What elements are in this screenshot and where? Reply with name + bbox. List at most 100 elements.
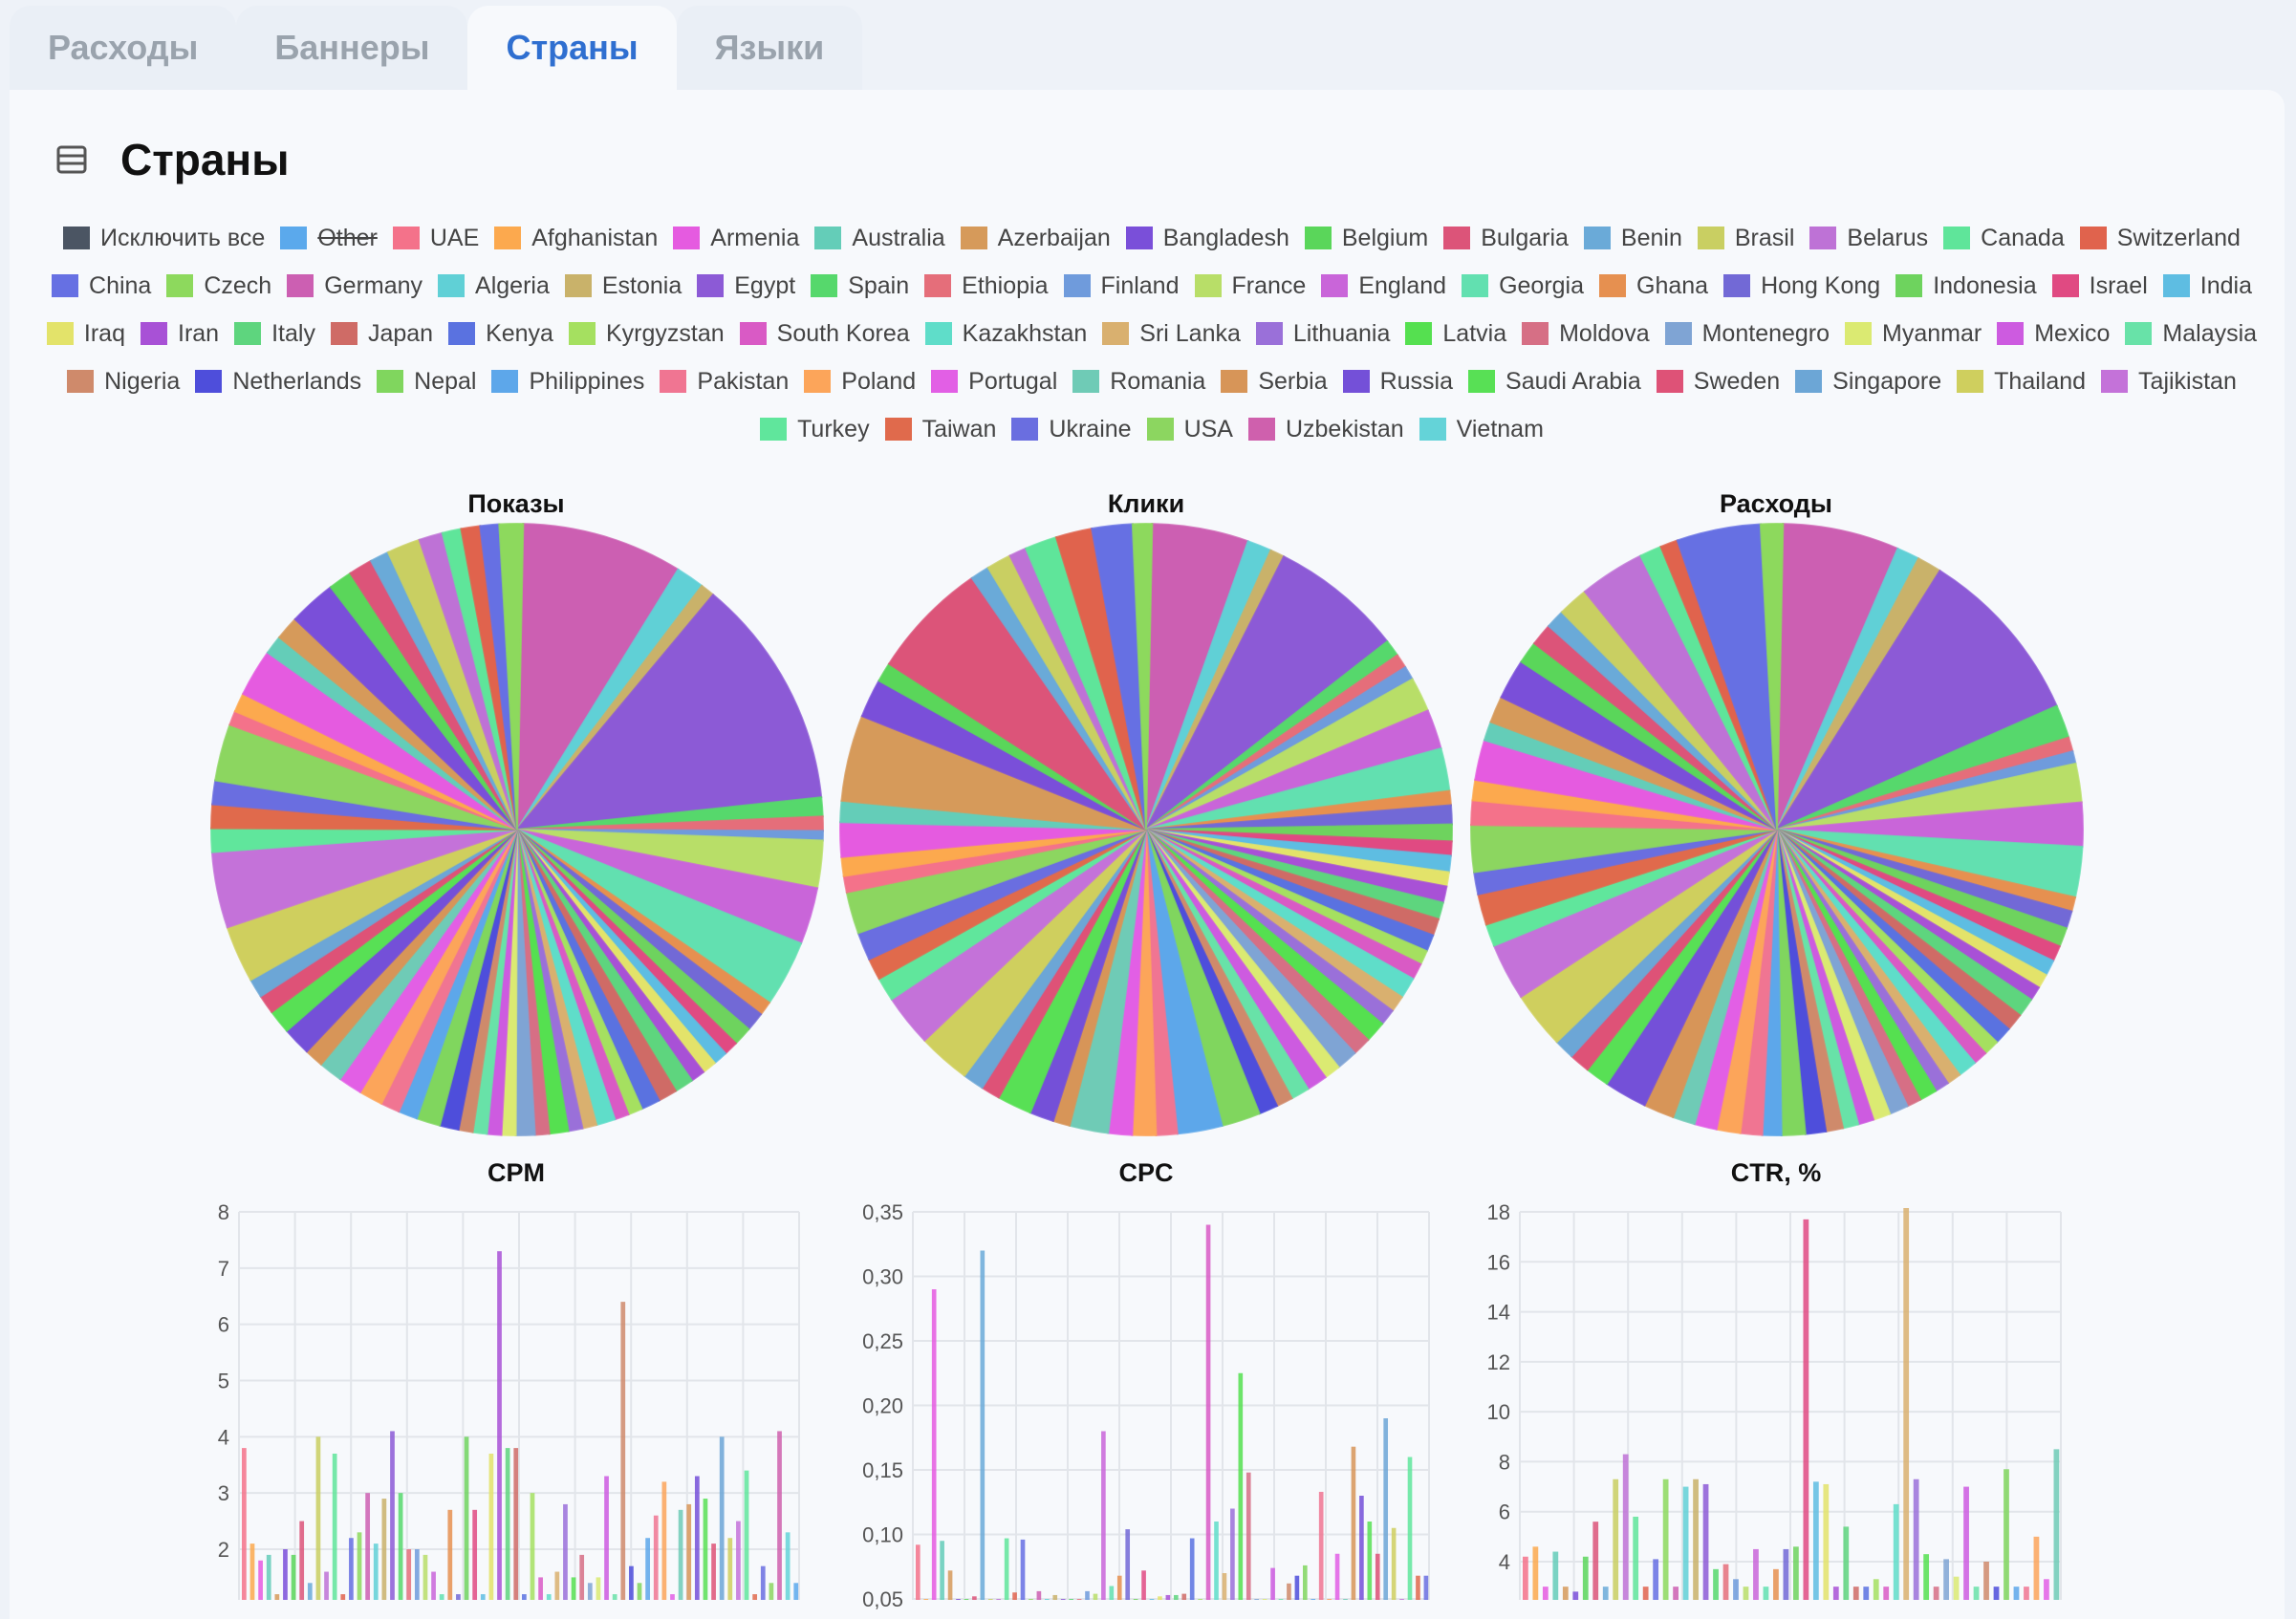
legend-item[interactable]: Latvia xyxy=(1405,310,1506,357)
bar[interactable] xyxy=(390,1431,395,1600)
pie-slice[interactable] xyxy=(1145,554,1389,831)
bar[interactable] xyxy=(760,1565,766,1600)
bar[interactable] xyxy=(645,1538,651,1600)
bar[interactable] xyxy=(980,1250,986,1601)
legend-item[interactable]: Algeria xyxy=(438,262,550,310)
bar[interactable] xyxy=(785,1532,791,1600)
bar[interactable] xyxy=(1572,1591,1579,1600)
bar[interactable] xyxy=(1993,1587,2000,1600)
legend-item[interactable]: Armenia xyxy=(673,214,799,262)
pie-slice[interactable] xyxy=(498,523,525,831)
bar[interactable] xyxy=(678,1509,683,1600)
pie-slice[interactable] xyxy=(887,576,1147,831)
bar[interactable] xyxy=(1722,1564,1729,1600)
legend-item[interactable]: Portugal xyxy=(931,357,1057,405)
bar[interactable] xyxy=(1205,1224,1211,1601)
bar[interactable] xyxy=(546,1594,552,1600)
legend-item[interactable]: USA xyxy=(1146,405,1233,453)
legend-item[interactable]: Finland xyxy=(1063,262,1180,310)
bar[interactable] xyxy=(315,1436,321,1600)
bar[interactable] xyxy=(258,1560,263,1600)
legend-item[interactable]: Switzerland xyxy=(2079,214,2241,262)
legend-item[interactable]: Azerbaijan xyxy=(960,214,1111,262)
tab-languages[interactable]: Языки xyxy=(676,6,863,90)
bar[interactable] xyxy=(1303,1565,1308,1600)
bar[interactable] xyxy=(307,1583,313,1600)
bar[interactable] xyxy=(1189,1538,1195,1600)
bar[interactable] xyxy=(1245,1472,1251,1600)
bar[interactable] xyxy=(1181,1593,1187,1600)
legend-item[interactable]: Poland xyxy=(804,357,916,405)
bar[interactable] xyxy=(340,1594,346,1600)
bar[interactable] xyxy=(431,1571,436,1600)
bar[interactable] xyxy=(1552,1551,1559,1600)
bar[interactable] xyxy=(1852,1587,1859,1600)
bar[interactable] xyxy=(1085,1590,1090,1600)
pie-slice[interactable] xyxy=(1774,569,2058,832)
bar[interactable] xyxy=(1582,1556,1589,1600)
bar[interactable] xyxy=(1913,1479,1919,1600)
pie-slice[interactable] xyxy=(1131,523,1154,831)
bar[interactable] xyxy=(1116,1575,1122,1600)
legend-item[interactable]: Hong Kong xyxy=(1723,262,1880,310)
bar[interactable] xyxy=(1334,1553,1340,1600)
bar[interactable] xyxy=(538,1577,543,1600)
bar[interactable] xyxy=(1773,1568,1779,1600)
legend-item[interactable]: Benin xyxy=(1583,214,1682,262)
bar[interactable] xyxy=(1391,1527,1397,1600)
bar[interactable] xyxy=(274,1594,280,1600)
tab-expenses[interactable]: Расходы xyxy=(10,6,237,90)
pie-slice[interactable] xyxy=(515,523,680,833)
bar[interactable] xyxy=(1230,1508,1235,1601)
bar[interactable] xyxy=(1823,1483,1830,1600)
pie-slice[interactable] xyxy=(1776,523,1899,831)
bar[interactable] xyxy=(530,1493,535,1600)
bar[interactable] xyxy=(604,1476,609,1600)
legend-item[interactable]: Brasil xyxy=(1697,214,1794,262)
table-list-icon[interactable] xyxy=(55,143,88,176)
legend-item[interactable]: Montenegro xyxy=(1664,310,1830,357)
bar[interactable] xyxy=(1662,1479,1669,1600)
bar[interactable] xyxy=(1318,1491,1324,1600)
bar[interactable] xyxy=(422,1554,428,1600)
legend-item[interactable]: Italy xyxy=(234,310,315,357)
bar[interactable] xyxy=(1036,1590,1042,1600)
bar[interactable] xyxy=(357,1532,362,1600)
bar[interactable] xyxy=(1523,1556,1528,1600)
bar[interactable] xyxy=(1407,1457,1413,1601)
bar[interactable] xyxy=(670,1594,675,1600)
bar[interactable] xyxy=(2004,1469,2009,1600)
bar[interactable] xyxy=(1943,1559,1949,1600)
bar[interactable] xyxy=(1125,1529,1131,1600)
bar[interactable] xyxy=(249,1543,255,1600)
bar[interactable] xyxy=(2044,1579,2049,1600)
bar[interactable] xyxy=(916,1544,921,1600)
bar[interactable] xyxy=(653,1515,659,1600)
bar[interactable] xyxy=(661,1481,667,1600)
bar[interactable] xyxy=(1832,1587,1839,1600)
bar[interactable] xyxy=(1294,1575,1300,1600)
bar[interactable] xyxy=(2013,1587,2020,1600)
bar[interactable] xyxy=(1633,1516,1639,1600)
legend-item[interactable]: Netherlands xyxy=(195,357,361,405)
bar[interactable] xyxy=(1222,1573,1227,1600)
legend-item[interactable]: Egypt xyxy=(697,262,795,310)
bar[interactable] xyxy=(513,1448,519,1600)
bar[interactable] xyxy=(777,1431,782,1600)
legend-item[interactable]: Spain xyxy=(811,262,909,310)
legend-item[interactable]: Philippines xyxy=(491,357,644,405)
bar[interactable] xyxy=(373,1543,379,1600)
legend-item[interactable]: Nepal xyxy=(377,357,476,405)
legend-item[interactable]: Australia xyxy=(814,214,945,262)
legend-item[interactable]: Bulgaria xyxy=(1443,214,1569,262)
bar[interactable] xyxy=(439,1594,444,1600)
bar[interactable] xyxy=(1873,1579,1879,1600)
bar[interactable] xyxy=(571,1577,576,1600)
bar[interactable] xyxy=(1158,1596,1162,1600)
bar[interactable] xyxy=(1012,1592,1017,1600)
bar[interactable] xyxy=(242,1448,247,1600)
bar[interactable] xyxy=(505,1448,510,1600)
legend-item[interactable]: Indonesia xyxy=(1895,262,2037,310)
bar[interactable] xyxy=(1622,1454,1629,1600)
bar[interactable] xyxy=(727,1538,733,1600)
